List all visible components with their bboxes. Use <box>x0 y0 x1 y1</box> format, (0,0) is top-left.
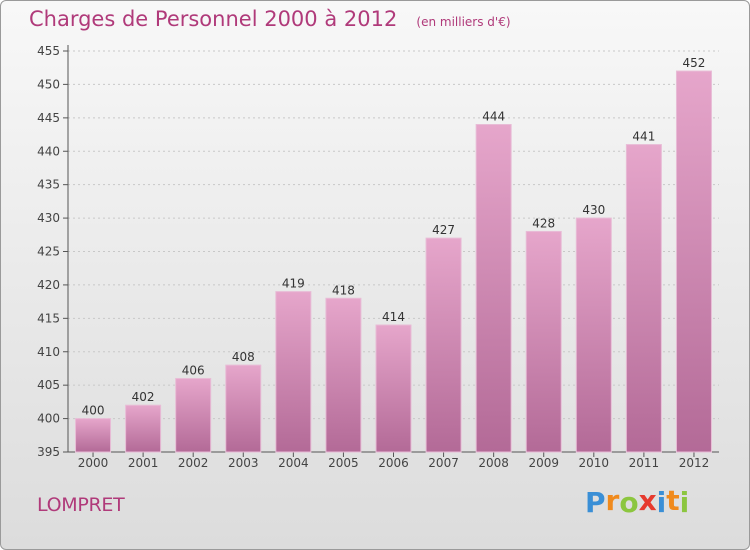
chart-subtitle: (en milliers d'€) <box>416 15 511 29</box>
y-tick-label: 450 <box>37 77 60 91</box>
y-tick-label: 405 <box>37 378 60 392</box>
bar-2008 <box>475 124 512 453</box>
x-tick-label: 2002 <box>178 456 209 470</box>
logo-letter: i <box>679 486 690 519</box>
y-tick-label: 420 <box>37 278 60 292</box>
x-tick-label: 2011 <box>629 456 660 470</box>
x-tick-label: 2005 <box>328 456 359 470</box>
bar-2007 <box>425 237 462 453</box>
value-label: 444 <box>482 110 505 124</box>
bar-2012 <box>675 70 712 453</box>
logo-letter: x <box>638 484 657 517</box>
x-tick-label: 2004 <box>278 456 309 470</box>
bar-2004 <box>275 291 312 453</box>
y-tick-label: 445 <box>37 111 60 125</box>
logo-letter: i <box>656 486 667 519</box>
y-tick-label: 400 <box>37 412 60 426</box>
x-tick-label: 2010 <box>579 456 610 470</box>
x-tick-label: 2008 <box>478 456 509 470</box>
y-tick-label: 455 <box>37 44 60 58</box>
title-block: Charges de Personnel 2000 à 2012 (en mil… <box>29 7 511 31</box>
proxiti-logo[interactable]: Proxiti <box>585 484 690 519</box>
value-label: 427 <box>432 223 455 237</box>
value-label: 408 <box>232 350 255 364</box>
x-tick-label: 2009 <box>528 456 559 470</box>
bar-2010 <box>575 217 612 453</box>
labels: 400 2000 402 2001 406 2002 408 2003 419 2004 418 20… <box>78 56 709 470</box>
y-tick-label: 425 <box>37 245 60 259</box>
value-label: 428 <box>532 216 555 230</box>
y-tick-label: 410 <box>37 345 60 359</box>
bar-2003 <box>225 364 262 453</box>
value-label: 430 <box>582 203 605 217</box>
bars <box>75 70 712 453</box>
y-tick-label: 440 <box>37 144 60 158</box>
logo-letter: o <box>619 486 639 519</box>
bar-2002 <box>175 377 212 453</box>
value-label: 406 <box>182 363 205 377</box>
y-tick-label: 430 <box>37 211 60 225</box>
x-tick-label: 2003 <box>228 456 259 470</box>
bar-2011 <box>625 144 662 453</box>
x-tick-label: 2007 <box>428 456 459 470</box>
y-tick-label: 395 <box>37 445 60 459</box>
x-tick-label: 2006 <box>378 456 409 470</box>
value-label: 414 <box>382 310 405 324</box>
x-tick-label: 2001 <box>128 456 159 470</box>
y-tick-label: 415 <box>37 311 60 325</box>
bar-2009 <box>525 230 562 453</box>
value-label: 418 <box>332 283 355 297</box>
bar-2005 <box>325 297 362 453</box>
chart-title: Charges de Personnel 2000 à 2012 <box>29 7 398 31</box>
value-label: 419 <box>282 277 305 291</box>
logo-letter: r <box>605 484 620 517</box>
place-name: LOMPRET <box>37 494 125 516</box>
x-tick-label: 2012 <box>679 456 710 470</box>
value-label: 402 <box>132 390 155 404</box>
logo-letter: P <box>585 486 606 519</box>
bar-2000 <box>75 418 112 453</box>
logo-letter: t <box>666 484 680 517</box>
value-label: 441 <box>632 130 655 144</box>
bar-2006 <box>375 324 412 453</box>
x-tick-label: 2000 <box>78 456 109 470</box>
value-label: 400 <box>82 404 105 418</box>
y-tick-label: 435 <box>37 178 60 192</box>
value-label: 452 <box>683 56 706 70</box>
bar-2001 <box>125 404 162 453</box>
